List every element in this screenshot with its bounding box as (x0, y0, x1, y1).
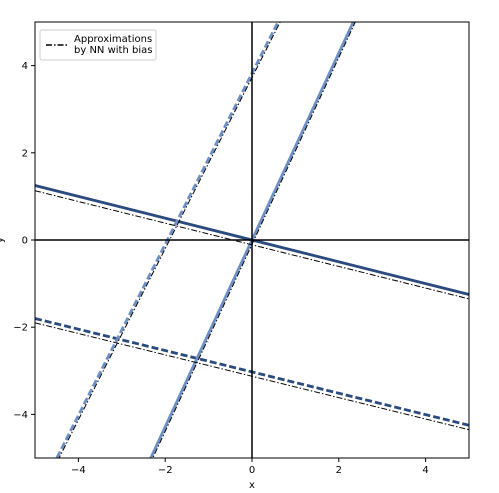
x-axis-label: x (249, 480, 255, 491)
x-tick-label: 0 (249, 465, 255, 476)
legend-box (39, 29, 157, 61)
x-tick-label: 4 (422, 465, 428, 476)
y-tick-label: −4 (13, 410, 28, 421)
x-tick-label: −4 (71, 465, 86, 476)
x-tick-label: −2 (158, 465, 173, 476)
series-line-8 (58, 22, 281, 458)
y-tick-label: 2 (22, 148, 28, 159)
y-axis-label: y (0, 237, 6, 243)
y-tick-label: 0 (22, 236, 28, 247)
legend-label: by NN with bias (74, 45, 152, 56)
y-tick-label: −2 (13, 323, 28, 334)
legend-label: Approximations (74, 34, 152, 45)
x-tick-label: 2 (336, 465, 342, 476)
y-tick-label: 4 (22, 61, 28, 72)
